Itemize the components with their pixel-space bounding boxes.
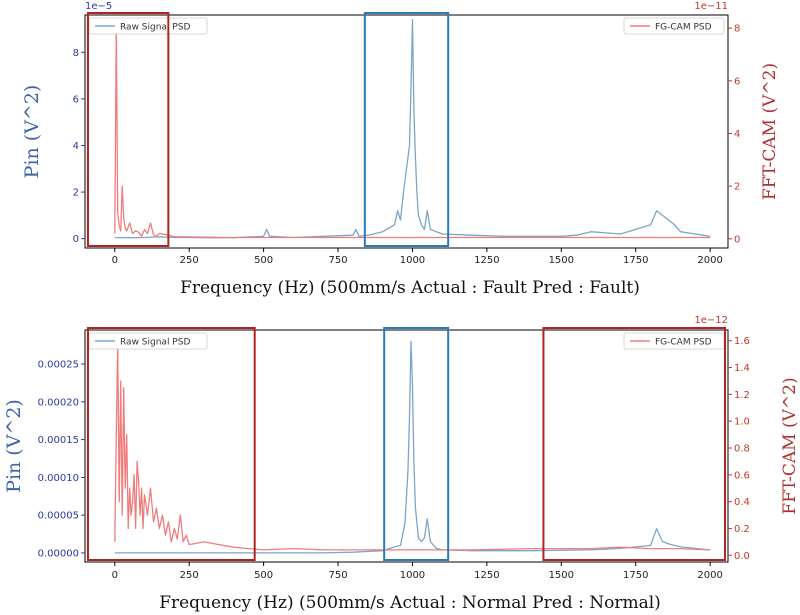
- y-left-tick-label: 6: [73, 94, 79, 105]
- highlight-box-blue: [383, 327, 450, 561]
- y-axis-left-title: Pin (V^2): [3, 399, 25, 493]
- y-axis-left-title: Pin (V^2): [21, 85, 43, 179]
- y-left-tick-label: 8: [73, 48, 79, 59]
- y-right-tick-label: 8: [734, 24, 740, 35]
- x-tick-label: 750: [328, 570, 347, 581]
- x-tick-label: 2000: [697, 255, 722, 266]
- x-tick-label: 250: [180, 255, 199, 266]
- y-right-tick-label: 6: [734, 76, 740, 87]
- x-tick-label: 1250: [474, 255, 499, 266]
- raw-signal-psd-line: [114, 19, 711, 239]
- legend-right-label: FG-CAM PSD: [655, 338, 712, 348]
- highlight-box-blue: [363, 12, 450, 247]
- y-right-tick-label: 0: [734, 234, 740, 245]
- x-tick-label: 0: [112, 255, 118, 266]
- y-left-tick-label: 4: [73, 141, 79, 152]
- chart-panel-normal: 0 250 500 750 1000 1250 1500 1750 2000 0.00000 0.0…: [3, 315, 800, 613]
- highlight-box-red: [86, 327, 256, 561]
- legend-left-label: Raw Signal PSD: [120, 338, 190, 348]
- left-axis-multiplier: 1e−5: [85, 1, 112, 12]
- y-left-tick-label: 0.00005: [38, 511, 79, 522]
- x-tick-label: 2000: [697, 570, 722, 581]
- y-left-tick-label: 0: [73, 234, 79, 245]
- highlight-box-red: [86, 12, 170, 247]
- right-axis-multiplier: 1e−11: [694, 1, 728, 12]
- x-tick-label: 0: [112, 570, 118, 581]
- x-tick-label: 500: [254, 570, 273, 581]
- legend-left-box: [88, 17, 208, 35]
- y-axis-right-title: FFT-CAM (V^2): [760, 63, 780, 200]
- legend-right-label: FG-CAM PSD: [655, 23, 712, 33]
- x-axis-title: Frequency (Hz) (500mm/s Actual : Normal …: [159, 593, 661, 613]
- y-axis-right-title: FFT-CAM (V^2): [780, 377, 800, 514]
- x-tick-label: 1750: [623, 255, 648, 266]
- legend-right-box: [623, 332, 725, 350]
- y-right-tick-label: 0.0: [734, 551, 750, 562]
- plot-frame: [84, 329, 729, 563]
- y-right-tick-label: 0.2: [734, 524, 750, 535]
- y-right-tick-label: 0.6: [734, 470, 750, 481]
- fg-cam-psd-line: [114, 22, 711, 239]
- legend-right-box: [623, 17, 725, 35]
- y-right-tick-label: 1.2: [734, 390, 750, 401]
- y-right-tick-label: 0.8: [734, 444, 750, 455]
- y-right-tick-label: 2: [734, 182, 740, 193]
- y-left-tick-label: 0.00020: [38, 397, 79, 408]
- chart-panel-fault: 0 250 500 750 1000 1250 1500 1750 2000 0 2 4 6 8 0 2 4 6 8…: [21, 1, 780, 298]
- x-tick-label: 1000: [400, 255, 425, 266]
- x-tick-label: 750: [328, 255, 347, 266]
- x-tick-label: 1000: [400, 570, 425, 581]
- y-right-tick-label: 1.6: [734, 336, 750, 347]
- fg-cam-psd-line: [114, 340, 711, 551]
- highlight-box-red: [542, 327, 727, 561]
- raw-signal-psd-line: [114, 340, 711, 554]
- y-right-tick-label: 4: [734, 129, 740, 140]
- y-left-tick-label: 0.00000: [38, 548, 79, 559]
- y-right-tick-label: 1.4: [734, 363, 750, 374]
- x-tick-label: 1250: [474, 570, 499, 581]
- x-tick-label: 1500: [549, 255, 574, 266]
- y-left-tick-label: 0.00015: [38, 435, 79, 446]
- y-right-tick-label: 1.0: [734, 417, 750, 428]
- x-tick-label: 250: [180, 570, 199, 581]
- x-tick-label: 500: [254, 255, 273, 266]
- legend-left-label: Raw Signal PSD: [120, 23, 190, 33]
- plot-frame: [84, 14, 729, 249]
- x-tick-label: 1750: [623, 570, 648, 581]
- legend-left-box: [88, 332, 208, 350]
- y-right-tick-label: 0.4: [734, 497, 750, 508]
- right-axis-multiplier: 1e−12: [694, 315, 728, 326]
- x-axis-title: Frequency (Hz) (500mm/s Actual : Fault P…: [180, 278, 640, 298]
- y-left-tick-label: 0.00010: [38, 473, 79, 484]
- y-left-tick-label: 0.00025: [38, 360, 79, 371]
- x-tick-label: 1500: [549, 570, 574, 581]
- y-left-tick-label: 2: [73, 188, 79, 199]
